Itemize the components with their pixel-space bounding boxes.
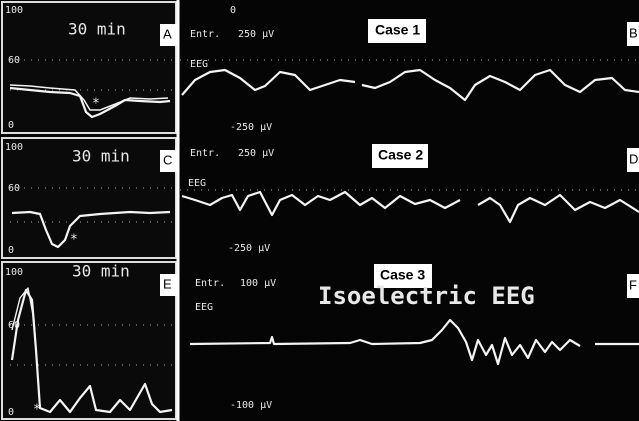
annotation: Isoelectric EEG [318, 282, 535, 310]
panel-letter: A [163, 26, 172, 41]
tick-label: 100 [5, 267, 23, 278]
panel-letter: E [163, 276, 172, 291]
lower-label: -250 µV [228, 243, 270, 254]
lower-label: -250 µV [230, 122, 272, 133]
channel-label: EEG [188, 178, 206, 189]
marker: * [70, 233, 78, 248]
tick-label: 60 [8, 183, 20, 194]
case-label: Case 1 [375, 22, 420, 38]
panel-letter: B [629, 25, 638, 40]
tick-label: 100 [5, 5, 23, 16]
tick-label: 0 [8, 245, 14, 256]
lower-label: -100 µV [230, 400, 272, 411]
case-label: Case 2 [378, 147, 423, 163]
figure: 100 30 min A 60 0 * 100 30 min C 60 0 * … [0, 0, 639, 421]
panel-letter: D [629, 151, 638, 166]
upper-label: 250 µV [238, 29, 274, 40]
tick-label: 100 [5, 142, 23, 153]
page: {"panels":[ {"letter":"A","title":"30 mi… [0, 0, 639, 421]
upper-label: 250 µV [238, 148, 274, 159]
panel-letter: F [629, 277, 637, 292]
gain-label: Entr. [190, 148, 220, 159]
tick-label: 0 [8, 407, 14, 418]
channel-label: EEG [195, 302, 213, 313]
tick-label: 0 [8, 120, 14, 131]
gain-label: Entr. [190, 29, 220, 40]
zero-label: 0 [230, 5, 236, 16]
panel-letter: C [163, 152, 172, 167]
channel-label: EEG [190, 59, 208, 70]
panel-title: 30 min [68, 20, 126, 39]
tick-label: 60 [8, 55, 20, 66]
upper-label: 100 µV [240, 278, 276, 289]
gain-label: Entr. [195, 278, 225, 289]
panel-title: 30 min [72, 262, 130, 281]
panel-title: 30 min [72, 147, 130, 166]
case-label: Case 3 [380, 267, 425, 283]
